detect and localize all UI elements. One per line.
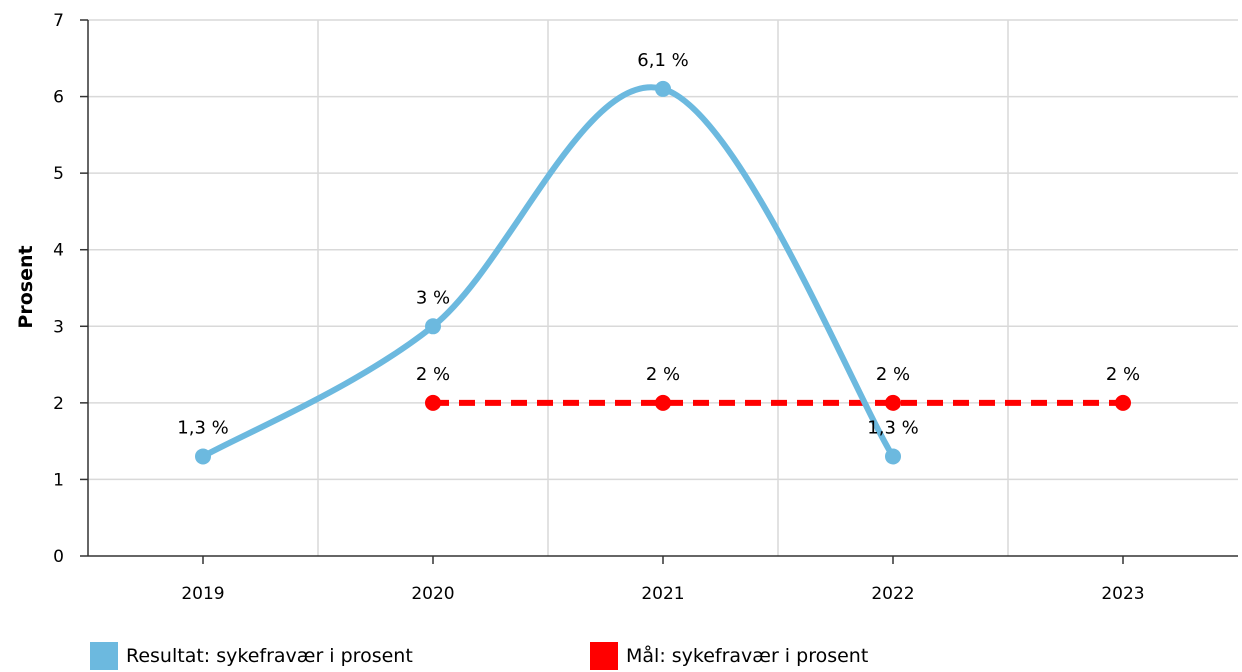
- data-label-result: 3 %: [416, 287, 450, 308]
- y-tick-label: 6: [53, 88, 64, 108]
- data-label-result: 6,1 %: [637, 50, 688, 71]
- x-tick-label: 2023: [1101, 584, 1144, 604]
- series-line-result: [200, 84, 896, 460]
- x-tick-label: 2020: [411, 584, 454, 604]
- x-tick-label: 2019: [181, 584, 224, 604]
- y-tick-label: 5: [53, 164, 64, 184]
- data-label-target: 2 %: [1106, 364, 1140, 385]
- x-tick-label: 2022: [871, 584, 914, 604]
- axes: [87, 20, 1238, 557]
- line-chart: 0 1 2 3 4 5 6 7 2019 2020 2021 2022 2023 Prosent 1,…: [15, 11, 1238, 604]
- legend-item-target[interactable]: Mål: sykefravær i prosent: [590, 642, 868, 670]
- legend-swatch-result: [90, 642, 118, 670]
- legend-label-target: Mål: sykefravær i prosent: [626, 645, 869, 667]
- data-point-result: [655, 80, 671, 97]
- data-label-target: 2 %: [876, 364, 910, 385]
- legend-item-result[interactable]: Resultat: sykefravær i prosent: [90, 642, 413, 670]
- y-tick-label: 1: [53, 470, 64, 490]
- legend: Resultat: sykefravær i prosent Mål: syke…: [0, 642, 1242, 672]
- y-tick-label: 2: [53, 394, 64, 414]
- data-point-target: [425, 394, 441, 411]
- data-labels: 1,3 % 3 % 6,1 % 1,3 % 2 % 2 % 2 % 2 %: [177, 50, 1140, 439]
- x-tick-label: 2021: [641, 584, 684, 604]
- y-axis-title: Prosent: [15, 245, 37, 328]
- data-point-target: [655, 394, 671, 411]
- legend-label-result: Resultat: sykefravær i prosent: [126, 645, 413, 667]
- gridlines: [88, 19, 1238, 556]
- data-point-result: [885, 448, 901, 465]
- y-tick-label: 0: [53, 547, 64, 567]
- data-point-result: [425, 318, 441, 335]
- data-point-target: [1115, 394, 1131, 411]
- y-tick-label: 4: [53, 241, 64, 261]
- y-tick-label: 3: [53, 317, 64, 337]
- data-label-target: 2 %: [416, 364, 450, 385]
- x-axis-ticks: 2019 2020 2021 2022 2023: [181, 556, 1145, 604]
- data-point-result: [195, 448, 211, 465]
- data-label-result: 1,3 %: [177, 417, 228, 438]
- series-layer: [195, 80, 1131, 465]
- data-label-target: 2 %: [646, 364, 680, 385]
- data-point-target: [885, 394, 901, 411]
- data-label-result: 1,3 %: [867, 417, 918, 438]
- y-tick-label: 7: [53, 11, 64, 31]
- y-axis-ticks: 0 1 2 3 4 5 6 7: [53, 11, 88, 567]
- legend-swatch-target: [590, 642, 618, 670]
